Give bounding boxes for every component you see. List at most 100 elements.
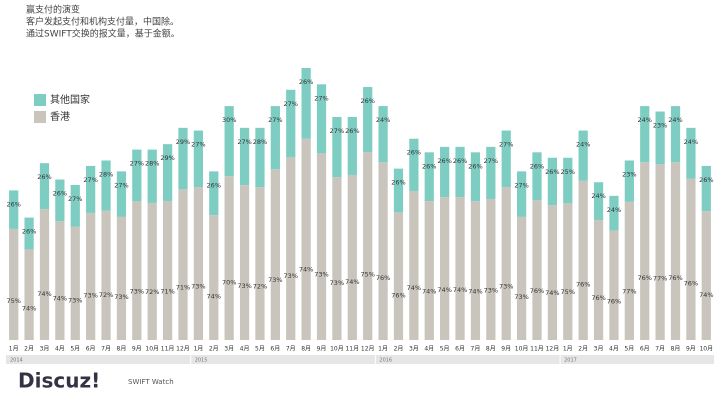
value-label: 74% bbox=[53, 294, 67, 302]
bar-segment bbox=[686, 178, 696, 340]
value-label: 75% bbox=[6, 297, 20, 305]
bar-segment bbox=[209, 215, 219, 340]
bar-segment bbox=[593, 182, 604, 221]
bar-segment bbox=[147, 202, 157, 340]
bar-segment bbox=[701, 211, 711, 340]
x-tick-label: 3月 bbox=[594, 346, 604, 353]
bar-segment bbox=[24, 249, 34, 340]
legend-swatch bbox=[34, 94, 46, 106]
x-tick-label: 8月 bbox=[117, 346, 127, 353]
value-label: 75% bbox=[360, 270, 374, 278]
watermark: Discuz! bbox=[18, 369, 100, 393]
x-tick-label: 11月 bbox=[161, 346, 175, 353]
x-tick-label: 12月 bbox=[361, 346, 375, 353]
bar-segment bbox=[132, 149, 142, 202]
value-label: 73% bbox=[114, 293, 128, 301]
value-label: 72% bbox=[253, 283, 267, 291]
value-label: 24% bbox=[638, 116, 652, 124]
value-label: 27% bbox=[68, 195, 82, 203]
bar-segment bbox=[193, 130, 204, 188]
value-label: 27% bbox=[499, 141, 513, 149]
x-tick-label: 5月 bbox=[624, 346, 634, 353]
bar-segment bbox=[563, 203, 573, 340]
value-label: 23% bbox=[653, 122, 667, 130]
bar-segment bbox=[593, 220, 604, 340]
bar-segment bbox=[363, 87, 373, 153]
x-tick-label: 9月 bbox=[317, 346, 327, 353]
bar-segment bbox=[440, 197, 450, 340]
x-tick-label: 12月 bbox=[546, 346, 560, 353]
value-label: 77% bbox=[653, 274, 667, 282]
value-label: 30% bbox=[222, 116, 236, 124]
value-label: 26% bbox=[468, 162, 482, 170]
bar-segment bbox=[578, 130, 588, 181]
x-tick-label: 9月 bbox=[501, 346, 511, 353]
value-label: 74% bbox=[22, 304, 36, 312]
x-tick-label: 12月 bbox=[176, 346, 190, 353]
bar-segment bbox=[316, 84, 327, 154]
x-tick-label: 10月 bbox=[699, 346, 713, 353]
bar-segment bbox=[332, 177, 342, 340]
x-tick-label: 1月 bbox=[563, 346, 573, 353]
value-label: 24% bbox=[576, 141, 590, 149]
value-label: 24% bbox=[668, 116, 682, 124]
bar-segment bbox=[409, 138, 419, 192]
value-label: 76% bbox=[591, 294, 605, 302]
value-label: 27% bbox=[114, 181, 128, 189]
bar-segment bbox=[270, 169, 280, 340]
bar-segment bbox=[193, 187, 204, 340]
bar-segment bbox=[86, 165, 96, 213]
bar-segment bbox=[501, 187, 511, 340]
value-label: 74% bbox=[699, 291, 713, 299]
value-label: 27% bbox=[191, 141, 205, 149]
value-label: 71% bbox=[160, 287, 174, 295]
value-label: 76% bbox=[638, 274, 652, 282]
value-label: 73% bbox=[284, 272, 298, 280]
bar-segment bbox=[655, 111, 665, 165]
x-tick-label: 5月 bbox=[70, 346, 80, 353]
value-label: 73% bbox=[330, 279, 344, 287]
bar-segment bbox=[178, 127, 188, 190]
bar-segment bbox=[516, 171, 527, 217]
x-tick-label: 10月 bbox=[145, 346, 159, 353]
x-tick-label: 6月 bbox=[270, 346, 280, 353]
bar-segment bbox=[455, 146, 465, 198]
year-band bbox=[6, 355, 714, 364]
bar-segment bbox=[301, 68, 311, 139]
value-label: 25% bbox=[561, 168, 575, 176]
value-label: 76% bbox=[391, 291, 405, 299]
value-label: 73% bbox=[484, 287, 498, 295]
value-label: 26% bbox=[453, 157, 467, 165]
value-label: 73% bbox=[130, 287, 144, 295]
value-label: 24% bbox=[684, 138, 698, 146]
bar-segment bbox=[147, 149, 157, 203]
x-tick-label: 8月 bbox=[486, 346, 496, 353]
bar-segment bbox=[162, 200, 173, 340]
value-label: 72% bbox=[145, 288, 159, 296]
value-label: 76% bbox=[668, 274, 682, 282]
bar-segment bbox=[640, 162, 650, 340]
value-label: 74% bbox=[422, 287, 436, 295]
value-label: 74% bbox=[545, 289, 559, 297]
bar-segment bbox=[132, 201, 142, 340]
x-tick-label: 3月 bbox=[409, 346, 419, 353]
x-tick-label: 4月 bbox=[424, 346, 434, 353]
x-tick-label: 10月 bbox=[330, 346, 344, 353]
bar-segment bbox=[470, 201, 481, 340]
value-label: 24% bbox=[376, 116, 390, 124]
x-tick-label: 4月 bbox=[609, 346, 619, 353]
value-label: 73% bbox=[83, 292, 97, 300]
bar-segment bbox=[70, 184, 80, 227]
x-tick-label: 9月 bbox=[132, 346, 142, 353]
value-label: 76% bbox=[684, 280, 698, 288]
bar-segment bbox=[39, 209, 50, 340]
value-label: 74% bbox=[468, 287, 482, 295]
value-label: 26% bbox=[207, 181, 221, 189]
value-label: 26% bbox=[360, 97, 374, 105]
bar-segment bbox=[516, 216, 527, 340]
bar-segment bbox=[532, 200, 542, 340]
x-tick-label: 7月 bbox=[101, 346, 111, 353]
x-tick-label: 7月 bbox=[286, 346, 296, 353]
legend-label: 其他国家 bbox=[50, 93, 90, 106]
